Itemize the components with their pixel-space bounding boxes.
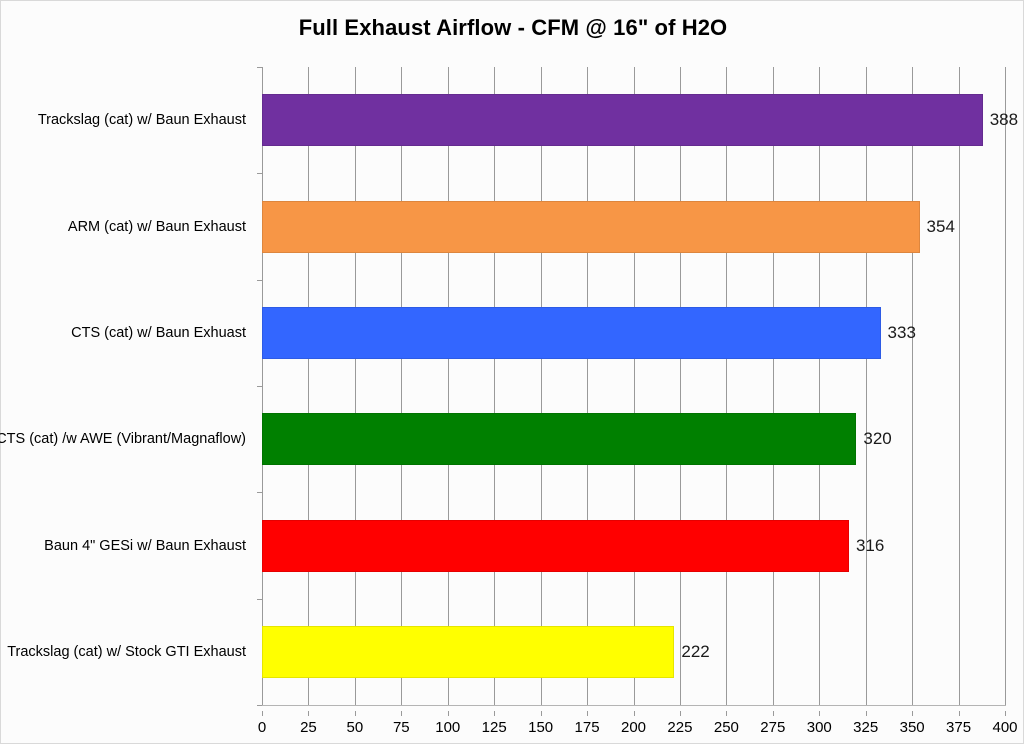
gridline	[308, 67, 310, 705]
bar[interactable]	[262, 625, 675, 678]
y-axis-tick-mark	[257, 67, 262, 68]
gridline	[958, 67, 960, 705]
x-axis-tick-label: 250	[713, 719, 739, 736]
bar-series: 388 354 333 320 316 222	[262, 67, 1018, 705]
x-axis-tick-label: 25	[300, 719, 317, 736]
gridline	[726, 67, 728, 705]
x-axis-tick-mark	[401, 711, 403, 716]
x-axis-tick-label: 300	[806, 719, 832, 736]
bar-value-label: 316	[855, 535, 885, 555]
gridline	[633, 67, 635, 705]
x-axis-tick-mark	[865, 711, 867, 716]
bar[interactable]	[262, 519, 849, 572]
x-axis-tick-mark	[958, 711, 960, 716]
x-axis-tick-mark	[819, 711, 821, 716]
gridline	[401, 67, 403, 705]
gridlines	[262, 67, 1006, 705]
x-axis-tick-label: 225	[667, 719, 693, 736]
x-axis-tick-label: 400	[992, 719, 1018, 736]
y-axis-tick-mark	[257, 705, 262, 706]
bar-row: 388	[262, 94, 1018, 147]
gridline	[912, 67, 914, 705]
x-axis-tick-label: 325	[853, 719, 879, 736]
gridline	[262, 67, 263, 705]
x-axis-tick-mark	[679, 711, 681, 716]
x-axis-tick-mark	[912, 711, 914, 716]
bar[interactable]	[262, 94, 983, 147]
bar-row: 320	[262, 413, 1005, 466]
bar-row: 222	[262, 625, 1005, 678]
x-axis-tick-mark	[726, 711, 728, 716]
gridline	[587, 67, 589, 705]
y-axis-category-labels: Trackslag (cat) w/ Baun Exhaust ARM (cat)…	[0, 67, 254, 705]
bar-value-label: 333	[887, 322, 916, 342]
x-axis-tick-mark	[587, 711, 589, 716]
x-axis-tick-mark	[494, 711, 496, 716]
bar-row: 333	[262, 306, 1005, 359]
gridline	[1005, 67, 1006, 705]
y-axis-category-label: Trackslag (cat) w/ Baun Exhaust	[37, 112, 246, 129]
gridline	[819, 67, 821, 705]
x-axis-tick-label: 0	[257, 719, 267, 736]
y-axis-tick-mark	[257, 173, 262, 175]
y-axis-category-label: CTS (cat) w/ Baun Exhuast	[71, 324, 246, 341]
gridline	[494, 67, 496, 705]
x-axis-tick-mark	[308, 711, 310, 716]
x-axis-tick-label: 125	[481, 719, 507, 736]
bar-value-label: 354	[926, 216, 955, 236]
x-axis-tick-label: 275	[760, 719, 786, 736]
gridline	[865, 67, 867, 705]
x-axis-tick-mark	[262, 711, 263, 716]
x-axis-tick-labels: 0 25 50 75 100 125 150 175 200 225 250 275 300 325 350…	[258, 711, 1018, 739]
plot-area: 388 354 333 320 316 222	[257, 67, 1018, 706]
y-axis-category-label: CTS (cat) /w AWE (Vibrant/Magnaflow)	[0, 431, 246, 448]
gridline	[679, 67, 681, 705]
bar-row: 354	[262, 200, 1005, 253]
gridline	[540, 67, 542, 705]
y-axis-tick-mark	[257, 492, 262, 494]
y-axis-category-label: Baun 4" GESi w/ Baun Exhaust	[44, 537, 246, 554]
chart-title: Full Exhaust Airflow - CFM @ 16" of H2O	[298, 15, 728, 40]
y-axis-tick-mark	[257, 386, 262, 387]
x-axis-tick-mark	[633, 711, 635, 716]
x-axis-tick-label: 75	[392, 719, 410, 736]
bar[interactable]	[262, 200, 920, 253]
x-axis-tick-label: 175	[574, 719, 600, 736]
x-axis-tick-mark	[540, 711, 542, 716]
y-axis-category-label: ARM (cat) w/ Baun Exhaust	[67, 218, 246, 235]
x-axis-tick-label: 100	[435, 719, 461, 736]
bar[interactable]	[262, 413, 857, 466]
x-axis-tick-label: 200	[620, 719, 647, 736]
y-axis-tick-mark	[257, 279, 262, 281]
x-axis-tick-label: 150	[528, 719, 554, 736]
bar-row: 316	[262, 519, 1005, 572]
gridline	[447, 67, 449, 705]
x-axis-tick-mark	[1005, 711, 1006, 716]
x-axis-tick-label: 50	[346, 719, 364, 736]
gridline	[772, 67, 774, 705]
x-axis-line	[262, 705, 1006, 706]
x-axis-tick-mark	[772, 711, 774, 716]
y-axis-tick-mark	[257, 598, 262, 600]
bar-value-label: 320	[863, 429, 892, 449]
x-axis-tick-label: 350	[899, 719, 925, 736]
x-axis-tick-label: 375	[946, 719, 972, 736]
y-axis-category-label: Trackslag (cat) w/ Stock GTI Exhaust	[7, 643, 246, 660]
gridline	[354, 67, 356, 705]
bar-value-label: 388	[989, 110, 1019, 130]
x-axis-tick-mark	[447, 711, 449, 716]
bar[interactable]	[262, 306, 881, 359]
x-axis-tick-mark	[354, 711, 356, 716]
bar-value-label: 222	[681, 641, 710, 661]
